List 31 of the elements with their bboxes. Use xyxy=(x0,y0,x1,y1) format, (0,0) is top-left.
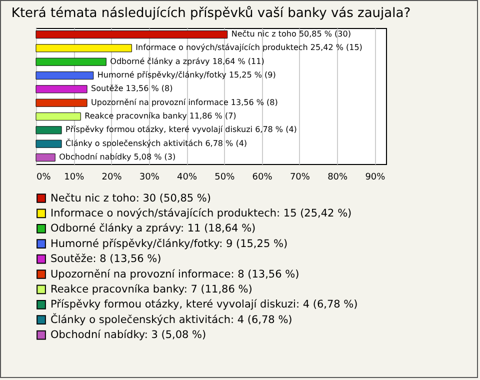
x-tick-label: 60% xyxy=(252,172,273,182)
legend-label: Informace o nových/stávajících produktech: 15 (25,42 %) xyxy=(50,207,352,220)
legend-label: Reakce pracovníka banky: 7 (11,86 %) xyxy=(50,283,252,296)
x-tick-label: 0% xyxy=(36,172,52,182)
chart-title: Která témata následujících příspěvků vaší banky vás zaujala? xyxy=(11,5,411,21)
legend-label: Obchodní nabídky: 3 (5,08 %) xyxy=(50,329,206,342)
x-tick-label: 70% xyxy=(290,172,310,182)
legend-label: Nečtu nic z toho: 30 (50,85 %) xyxy=(50,192,211,204)
x-tick-label: 30% xyxy=(139,172,160,182)
x-tick-label: 90% xyxy=(365,172,386,182)
data-label: Upozornění na provozní informace 13,56 % (8) xyxy=(91,98,278,107)
data-label: Články o společenských aktivitách 6,78 % (4) xyxy=(66,138,248,148)
x-tick-label: 50% xyxy=(214,172,236,182)
data-label: Humorné příspěvky/články/fotky 15,25 % (9) xyxy=(97,70,276,80)
data-label: Reakce pracovníka banky 11,86 % (7) xyxy=(84,112,236,121)
legend-label: Upozornění na provozní informace: 8 (13,56 %) xyxy=(50,268,300,280)
x-tick-label: 20% xyxy=(102,172,122,182)
x-tick-label: 10% xyxy=(64,172,85,182)
data-label: Nečtu nic z toho 50,85 % (30) xyxy=(231,29,351,38)
legend-label: Články o společenských aktivitách: 4 (6,78 %) xyxy=(50,312,292,326)
legend-label: Příspěvky formou otázky, které vyvolají diskuzi: 4 (6,78 %) xyxy=(50,298,358,311)
legend-label: Humorné příspěvky/články/fotky: 9 (15,25 %) xyxy=(50,238,288,250)
data-label: Odborné články a zprávy 18,64 % (11) xyxy=(110,56,264,66)
x-tick-label: 80% xyxy=(328,172,348,182)
legend-label: Soutěže: 8 (13,56 %) xyxy=(50,253,162,266)
legend-label: Odborné články a zprávy: 11 (18,64 %) xyxy=(50,222,256,235)
data-label: Obchodní nabídky 5,08 % (3) xyxy=(59,152,176,162)
data-label: Příspěvky formou otázky, které vyvolají diskuzi 6,78 % (4) xyxy=(66,125,297,134)
data-label: Informace o nových/stávajících produktech 25,42 % (15) xyxy=(136,43,362,52)
x-tick-label: 40% xyxy=(177,172,198,182)
data-label: Soutěže 13,56 % (8) xyxy=(91,84,173,94)
